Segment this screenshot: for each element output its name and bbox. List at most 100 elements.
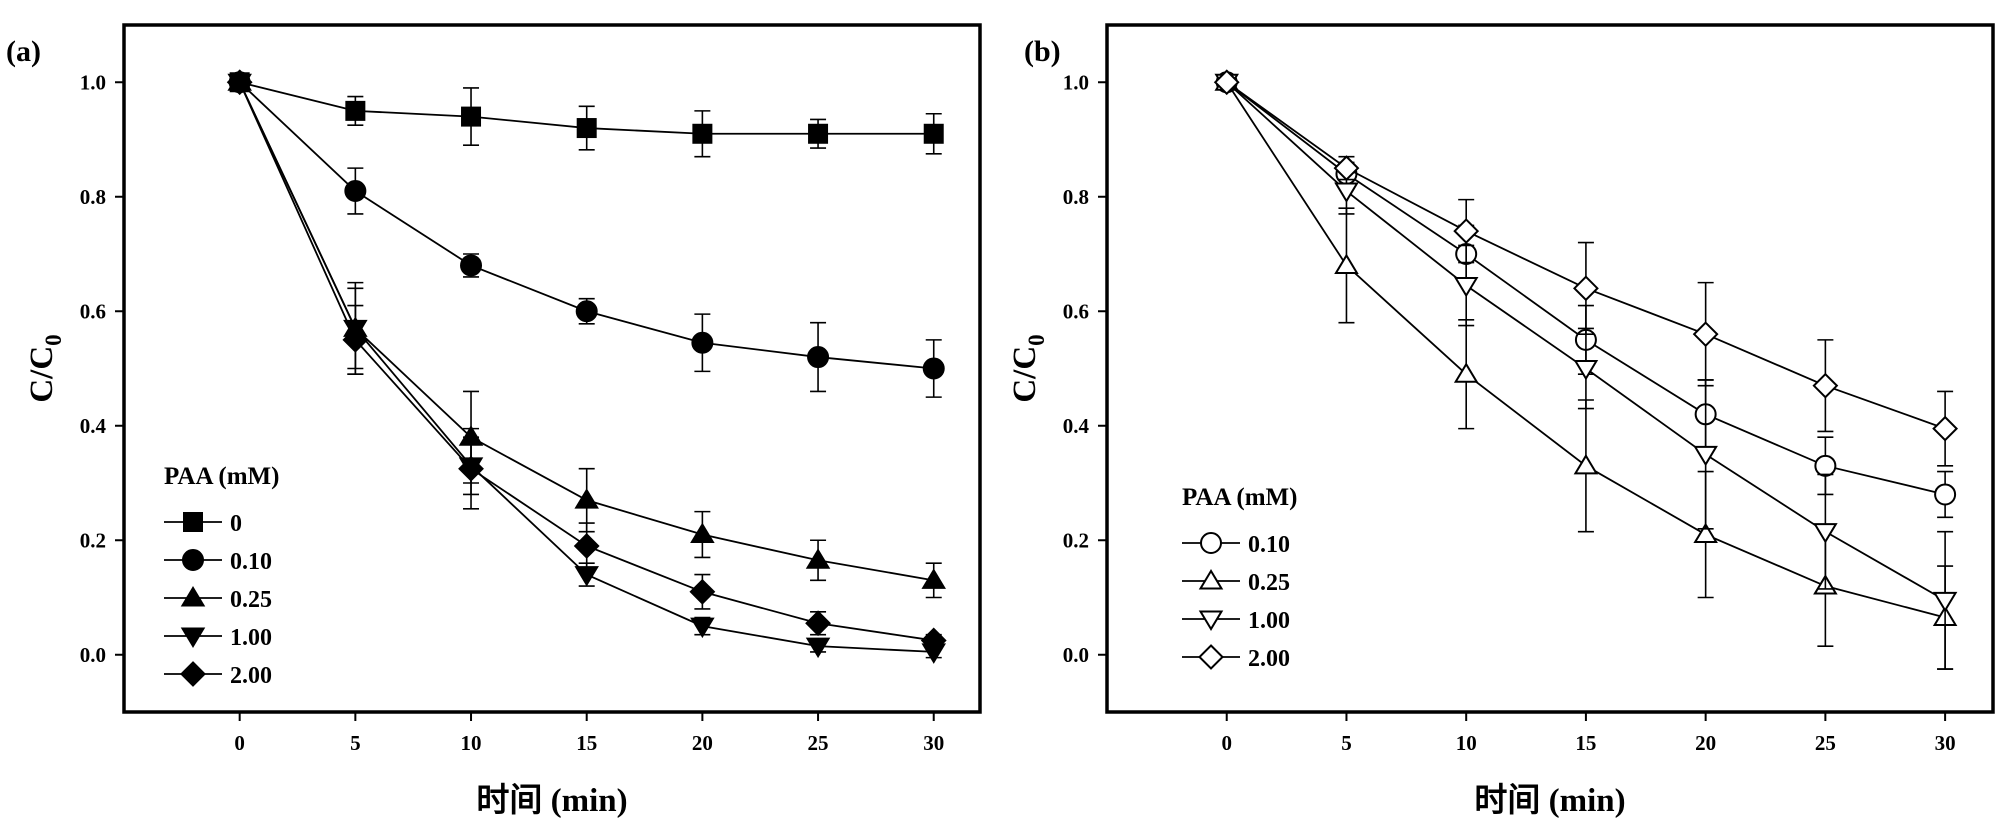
x-tick-label: 30 [923, 731, 944, 755]
y-tick-label: 1.0 [80, 70, 106, 94]
x-tick-label: 25 [1815, 731, 1836, 755]
data-point [1573, 453, 1599, 475]
data-point [807, 346, 830, 369]
data-point [808, 123, 829, 144]
x-tick-label: 15 [1575, 731, 1596, 755]
data-point [575, 300, 598, 323]
legend-label: 1.00 [230, 625, 272, 651]
x-tick-label: 20 [692, 731, 713, 755]
x-tick-label: 20 [1695, 731, 1716, 755]
legend-marker [1198, 569, 1224, 590]
legend-marker [180, 586, 206, 607]
x-tick-label: 5 [350, 731, 361, 755]
legend-label: 2.00 [230, 663, 272, 689]
x-tick-label: 15 [576, 731, 597, 755]
legend-label: 0.10 [1248, 532, 1290, 558]
series-1.00 [1214, 73, 1958, 670]
legend-label: 0 [230, 511, 242, 537]
data-point [1692, 321, 1719, 348]
x-axis-title: 时间 (min) [476, 782, 627, 819]
data-point [920, 627, 947, 654]
data-point [1333, 155, 1360, 182]
legend-marker [1200, 532, 1222, 554]
plot-frame [1105, 23, 1995, 714]
series-0 [229, 72, 944, 158]
data-point [573, 533, 600, 559]
data-point [692, 123, 713, 144]
data-point [691, 331, 714, 354]
legend-title: PAA (mM) [1182, 484, 1297, 511]
panel-label: (a) [6, 35, 41, 68]
data-point [458, 455, 484, 482]
legend-label: 0.10 [230, 549, 272, 575]
x-tick-label: 0 [234, 731, 245, 755]
data-point [1932, 415, 1959, 442]
legend: PAA (mM) 0 0.10 0.25 1.00 2.00 [164, 463, 279, 689]
series-0.10 [228, 71, 945, 398]
y-tick-label: 0.6 [1063, 299, 1089, 323]
data-point [690, 522, 715, 544]
data-point [690, 617, 715, 639]
data-point [1334, 253, 1359, 274]
data-point [1213, 69, 1240, 96]
legend-title: PAA (mM) [164, 463, 279, 490]
plot-frame [122, 23, 982, 714]
y-tick-label: 0.4 [1063, 414, 1090, 438]
y-axis-title-subscript: 0 [1024, 334, 1049, 346]
x-tick-label: 10 [461, 731, 482, 755]
data-point [805, 548, 831, 569]
series-2.00 [1213, 69, 1959, 467]
y-tick-label: 0.6 [80, 299, 106, 323]
legend-label: 2.00 [1248, 646, 1290, 672]
data-point [576, 118, 597, 139]
data-point [1573, 275, 1599, 302]
legend-marker [1198, 644, 1224, 670]
data-point [1453, 362, 1479, 383]
y-axis-title-subscript: 0 [41, 334, 66, 346]
legend-marker [180, 627, 206, 648]
series-0.25 [227, 70, 946, 599]
data-point [1934, 483, 1957, 506]
data-point [574, 488, 599, 509]
data-point [805, 610, 831, 637]
data-point [1932, 591, 1958, 613]
series-1.00 [227, 73, 946, 664]
data-point [1693, 445, 1718, 467]
x-axis-title: 时间 (min) [1474, 782, 1625, 819]
y-axis-title-main: C/C [24, 346, 60, 403]
y-tick-label: 0.4 [80, 414, 107, 438]
series-2.00 [226, 69, 947, 654]
y-tick-label: 0.2 [80, 528, 106, 552]
y-axis-title-main: C/C [1007, 346, 1043, 403]
y-tick-label: 0.8 [1063, 185, 1089, 209]
data-point [805, 637, 831, 659]
legend-marker [180, 661, 206, 687]
data-point [342, 326, 369, 353]
data-point [922, 357, 945, 380]
data-point [1573, 360, 1599, 381]
data-point [461, 106, 482, 127]
data-point [1814, 454, 1837, 477]
legend-label: 1.00 [1248, 608, 1290, 634]
data-point [923, 123, 944, 144]
data-point [689, 578, 716, 605]
data-point [1693, 522, 1718, 544]
data-point [921, 568, 946, 589]
data-point [226, 69, 253, 96]
x-tick-label: 30 [1935, 731, 1956, 755]
legend: PAA (mM) 0.10 0.25 1.00 2.00 [1182, 484, 1297, 672]
data-point [1334, 182, 1359, 203]
legend-marker [1198, 610, 1224, 631]
y-tick-label: 1.0 [1063, 70, 1089, 94]
y-tick-label: 0.0 [80, 643, 106, 667]
legend-marker [182, 549, 204, 571]
data-point [1453, 218, 1480, 245]
data-point [344, 180, 367, 203]
y-axis-title: C/C0 [24, 334, 66, 402]
data-point [460, 254, 483, 277]
x-tick-label: 0 [1221, 731, 1232, 755]
panel-label: (b) [1024, 35, 1061, 68]
legend-marker [183, 512, 203, 532]
data-point [1813, 523, 1838, 544]
